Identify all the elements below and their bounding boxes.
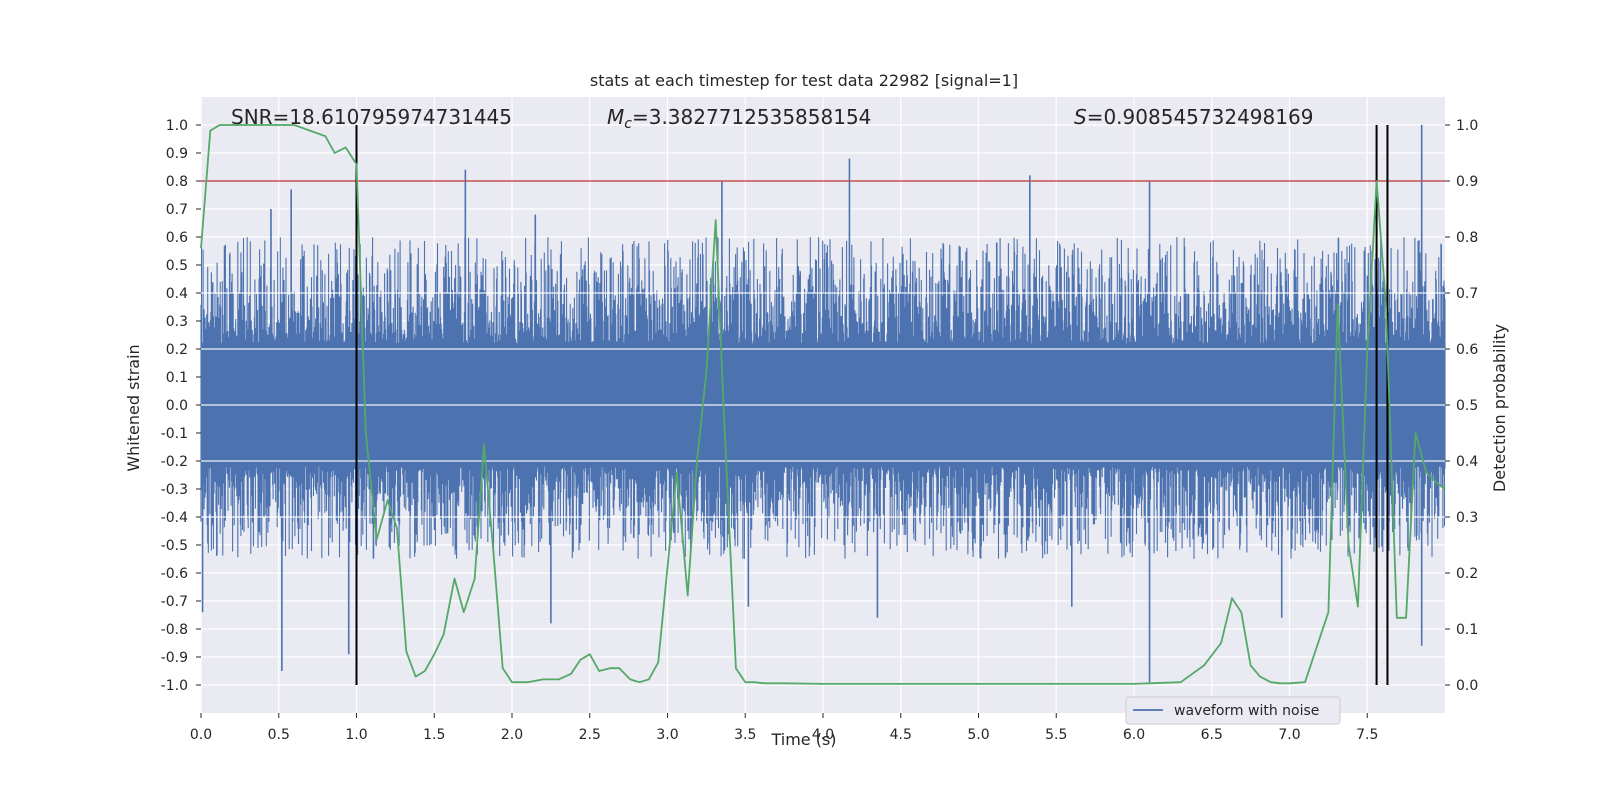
grid-overlay xyxy=(201,292,1445,518)
x-tick-label: 6.0 xyxy=(1123,727,1145,743)
snr-annotation: SNR=18.610795974731445 xyxy=(231,105,512,129)
x-tick-label: 1.5 xyxy=(423,727,445,743)
y-left-tick-label: 0.6 xyxy=(166,230,188,246)
chirp-mass-subscript: c xyxy=(624,116,632,132)
s-annotation: S=0.908545732498169 xyxy=(1074,105,1313,129)
s-value: =0.908545732498169 xyxy=(1087,105,1314,129)
x-tick-label: 5.5 xyxy=(1045,727,1067,743)
y-right-tick-label: 0.2 xyxy=(1456,566,1478,582)
y-left-tick-label: 0.8 xyxy=(166,174,188,190)
x-tick-label: 2.5 xyxy=(579,727,601,743)
y-right-tick-label: 0.9 xyxy=(1456,174,1478,190)
probability-series xyxy=(200,124,1446,685)
y-left-tick-label: 0.9 xyxy=(166,146,188,162)
y-left-tick-label: -0.2 xyxy=(161,454,188,470)
y-left-tick-label: 0.3 xyxy=(166,314,188,330)
y-left-tick-label: -0.7 xyxy=(161,594,188,610)
x-tick-label: 5.0 xyxy=(967,727,989,743)
chart-title: stats at each timestep for test data 229… xyxy=(590,71,1018,90)
y-right-tick-label: 0.4 xyxy=(1456,454,1478,470)
chirp-mass-symbol: M xyxy=(607,105,624,129)
chirp-mass-value: =3.3827712535858154 xyxy=(632,105,871,129)
s-symbol: S xyxy=(1074,105,1087,129)
y-left-tick-label: -0.3 xyxy=(161,482,188,498)
y-right-tick-label: 0.1 xyxy=(1456,622,1478,638)
y-left-tick-label: 0.1 xyxy=(166,370,188,386)
y-left-tick-label: -1.0 xyxy=(161,678,188,694)
legend-box xyxy=(1125,696,1341,725)
y-left-tick-label: -0.9 xyxy=(161,650,188,666)
waveform-series xyxy=(200,125,1446,683)
y-axis-right-label: Detection probability xyxy=(1490,324,1509,492)
y-left-tick-label: -0.5 xyxy=(161,538,188,554)
y-left-tick-label: -0.4 xyxy=(161,510,188,526)
x-tick-label: 2.0 xyxy=(501,727,523,743)
x-axis-ticks: 0.0 0.5 1.0 1.5 2.0 2.5 3.0 3.5 4.0 4.5 5.0 5.5 6.0 6… xyxy=(190,713,1378,743)
y-right-tick-label: 0.8 xyxy=(1456,230,1478,246)
y-left-tick-label: 0.4 xyxy=(166,286,188,302)
y-right-tick-label: 1.0 xyxy=(1456,118,1478,134)
y-left-tick-label: 0.7 xyxy=(166,202,188,218)
y-left-tick-label: 0.2 xyxy=(166,342,188,358)
x-tick-label: 3.0 xyxy=(656,727,678,743)
x-tick-label: 4.0 xyxy=(812,727,834,743)
y-left-tick-label: -0.6 xyxy=(161,566,188,582)
y-right-tick-label: 0.0 xyxy=(1456,678,1478,694)
x-tick-label: 7.0 xyxy=(1278,727,1300,743)
y-right-tick-label: 0.3 xyxy=(1456,510,1478,526)
x-tick-label: 6.5 xyxy=(1201,727,1223,743)
x-tick-label: 0.5 xyxy=(268,727,290,743)
y-right-tick-label: 0.5 xyxy=(1456,398,1478,414)
y-left-tick-label: 1.0 xyxy=(166,118,188,134)
x-tick-label: 4.5 xyxy=(890,727,912,743)
y-left-tick-label: -0.1 xyxy=(161,426,188,442)
y-axis-left-ticks: 1.0 0.9 0.8 0.7 0.6 0.5 0.4 0.3 0.2 0.1 0.0 -0.1 -0.… xyxy=(161,118,201,694)
y-left-tick-label: 0.0 xyxy=(166,398,188,414)
y-left-tick-label: -0.8 xyxy=(161,622,188,638)
y-axis-right-ticks: 1.0 0.9 0.8 0.7 0.6 0.5 0.4 0.3 0.2 0.1 0.0 xyxy=(1445,118,1478,694)
y-left-tick-label: 0.5 xyxy=(166,258,188,274)
x-axis-label: Time (s) xyxy=(770,730,836,749)
legend-label-waveform: waveform with noise xyxy=(1174,703,1319,719)
probability-line xyxy=(200,124,1446,685)
y-axis-left-label: Whitened strain xyxy=(124,344,143,471)
x-tick-label: 7.5 xyxy=(1356,727,1378,743)
event-lines xyxy=(355,125,1389,685)
y-right-tick-label: 0.7 xyxy=(1456,286,1478,302)
y-right-tick-label: 0.6 xyxy=(1456,342,1478,358)
x-tick-label: 0.0 xyxy=(190,727,212,743)
legend: waveform with noise xyxy=(1125,696,1341,725)
x-tick-label: 1.0 xyxy=(345,727,367,743)
x-tick-label: 3.5 xyxy=(734,727,756,743)
chirp-mass-annotation: Mc=3.3827712535858154 xyxy=(607,105,871,132)
